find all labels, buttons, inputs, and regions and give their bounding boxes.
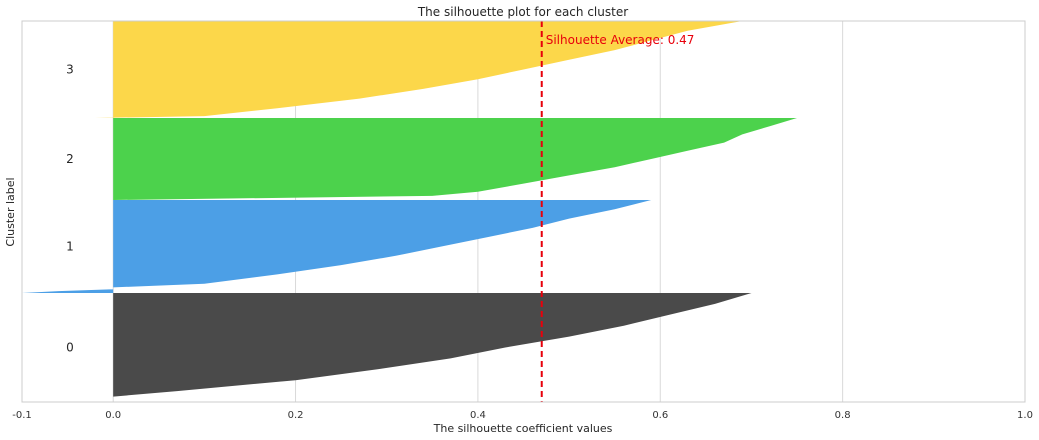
x-tick-label-5: 0.8 [835,410,851,421]
y-axis-label: Cluster label [4,177,17,246]
x-tick-label-3: 0.4 [470,410,486,421]
cluster-label-2: 2 [66,152,74,166]
chart-title: The silhouette plot for each cluster [417,5,628,19]
x-tick-labels: -0.1 0.0 0.2 0.4 0.6 0.8 1.0 [12,410,1033,421]
cluster-labels: 0 1 2 3 [66,63,74,355]
cluster-bands [22,21,797,402]
x-tick-label-2: 0.2 [288,410,304,421]
x-axis-label: The silhouette coefficient values [433,422,613,435]
silhouette-band-1 [22,200,652,293]
cluster-label-3: 3 [66,63,74,77]
plot-frame [21,20,1026,403]
silhouette-band-0 [113,293,752,402]
average-marker: Silhouette Average: 0.47 [540,21,695,402]
average-label: Silhouette Average: 0.47 [546,33,695,47]
silhouette-band-3 [94,21,743,118]
x-tick-label-6: 1.0 [1017,410,1033,421]
x-tick-label-0: -0.1 [12,410,32,421]
silhouette-band-2 [113,118,797,200]
x-tick-label-1: 0.0 [105,410,121,421]
cluster-label-1: 1 [66,240,74,254]
x-tick-label-4: 0.6 [652,410,668,421]
cluster-label-0: 0 [66,341,74,355]
